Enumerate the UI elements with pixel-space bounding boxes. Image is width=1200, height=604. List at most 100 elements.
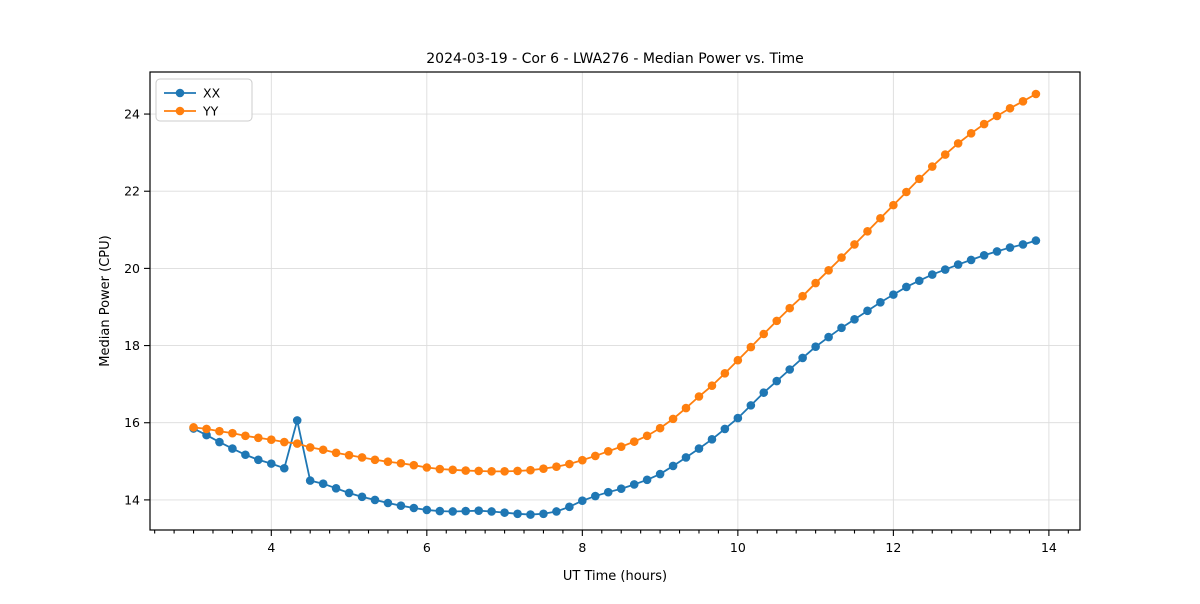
y-tick-label: 22 <box>124 184 140 199</box>
series-xx-marker <box>902 282 911 292</box>
series-yy-marker <box>953 139 963 148</box>
series-xx-marker <box>694 444 704 453</box>
series-yy-marker <box>1018 97 1028 106</box>
series-yy-marker <box>707 381 717 390</box>
series-yy-marker <box>487 467 496 476</box>
series-xx-marker <box>513 509 522 519</box>
series-yy-marker <box>474 466 483 476</box>
series-yy-line <box>193 93 1037 473</box>
series-xx-marker <box>474 506 483 516</box>
series-xx-marker <box>785 365 795 374</box>
series-xx-marker <box>578 496 587 505</box>
series-yy-marker <box>992 111 1002 121</box>
series-xx-marker <box>927 270 937 279</box>
series-xx-marker <box>876 298 885 307</box>
series-xx-marker <box>992 247 1002 256</box>
series-xx-marker <box>863 306 872 316</box>
series-xx-marker <box>642 475 652 485</box>
series-yy-marker <box>448 465 458 475</box>
series-xx-marker <box>461 506 471 516</box>
series-yy-marker <box>241 431 250 441</box>
series-xx-marker <box>889 290 898 299</box>
series-xx-marker <box>681 453 691 462</box>
series-yy-marker <box>357 453 367 462</box>
series-xx-marker <box>603 487 613 497</box>
legend-item-xx: XX <box>164 86 221 101</box>
series-yy-marker <box>616 442 626 451</box>
series-xx-marker <box>953 260 963 269</box>
series-xx-marker <box>914 276 924 286</box>
series-xx-marker <box>565 502 574 512</box>
series-yy-marker <box>733 355 743 365</box>
series-xx-marker <box>591 491 600 501</box>
series-yy-marker <box>254 433 263 443</box>
series-yy-marker <box>720 369 730 378</box>
series-yy-marker <box>435 464 445 474</box>
x-axis-label: UT Time (hours) <box>563 569 667 584</box>
y-tick-label: 14 <box>124 492 140 507</box>
series-yy-marker <box>396 458 406 468</box>
series-yy-marker <box>681 403 691 413</box>
series-xx-marker <box>228 444 237 453</box>
x-tick-label: 14 <box>1041 540 1057 555</box>
series-yy-marker <box>279 437 289 447</box>
series-yy-marker <box>811 278 820 288</box>
series-yy-marker <box>902 187 911 197</box>
x-tick-label: 8 <box>578 540 586 555</box>
series-layer <box>189 89 1041 519</box>
series-xx-marker <box>798 353 807 363</box>
series-yy-marker <box>267 435 276 445</box>
x-tick-label: 12 <box>885 540 901 555</box>
series-xx-marker <box>370 495 380 505</box>
series-xx-marker <box>318 479 328 489</box>
series-xx-marker <box>539 509 548 519</box>
series-xx-marker <box>1005 243 1015 252</box>
series-yy-marker <box>889 200 898 210</box>
series-yy-marker <box>383 457 393 467</box>
x-tick-label: 10 <box>730 540 746 555</box>
series-yy-marker <box>837 253 846 262</box>
series-yy-marker <box>500 467 509 476</box>
series-yy-marker <box>746 342 756 352</box>
series-xx-marker <box>487 507 496 516</box>
series-xx-marker <box>707 435 717 444</box>
series-yy-marker <box>552 462 561 472</box>
x-tick-label: 4 <box>267 540 275 555</box>
series-xx-marker <box>746 401 756 410</box>
series-xx-marker <box>811 342 820 352</box>
series-xx-line <box>193 239 1037 516</box>
series-yy-marker <box>189 423 198 432</box>
grid-layer <box>150 72 1080 530</box>
series-yy-marker <box>539 464 548 473</box>
series-xx-marker <box>500 508 509 517</box>
series-yy-marker <box>1031 89 1041 99</box>
series-xx-marker <box>396 501 406 510</box>
series-yy-marker <box>578 455 587 465</box>
series-yy-marker <box>331 448 341 458</box>
series-xx-marker <box>344 488 354 498</box>
legend-label-yy: YY <box>202 104 219 119</box>
legend: XX YY <box>155 78 253 122</box>
series-xx-marker <box>759 388 769 397</box>
series-xx-marker <box>279 463 289 473</box>
legend-marker-xx <box>175 88 185 98</box>
series-xx-marker <box>383 498 393 508</box>
series-yy-marker <box>642 431 652 441</box>
series-xx-marker <box>824 332 833 342</box>
series-yy-marker <box>461 466 471 475</box>
legend-label-xx: XX <box>203 86 221 101</box>
series-yy-marker <box>370 455 380 465</box>
series-xx-marker <box>331 484 341 493</box>
series-xx-marker <box>357 492 367 502</box>
series-xx-marker <box>1031 236 1041 245</box>
series-xx-marker <box>966 255 976 265</box>
y-tick-label: 16 <box>124 415 140 430</box>
series-yy-marker <box>629 437 639 446</box>
series-yy-marker <box>927 162 937 171</box>
series-xx-marker <box>448 507 458 516</box>
legend-marker-yy <box>175 106 185 116</box>
series-xx-marker <box>305 476 315 485</box>
series-yy-marker <box>603 446 613 456</box>
x-tick-label: 6 <box>423 540 431 555</box>
series-yy-marker <box>513 466 522 476</box>
